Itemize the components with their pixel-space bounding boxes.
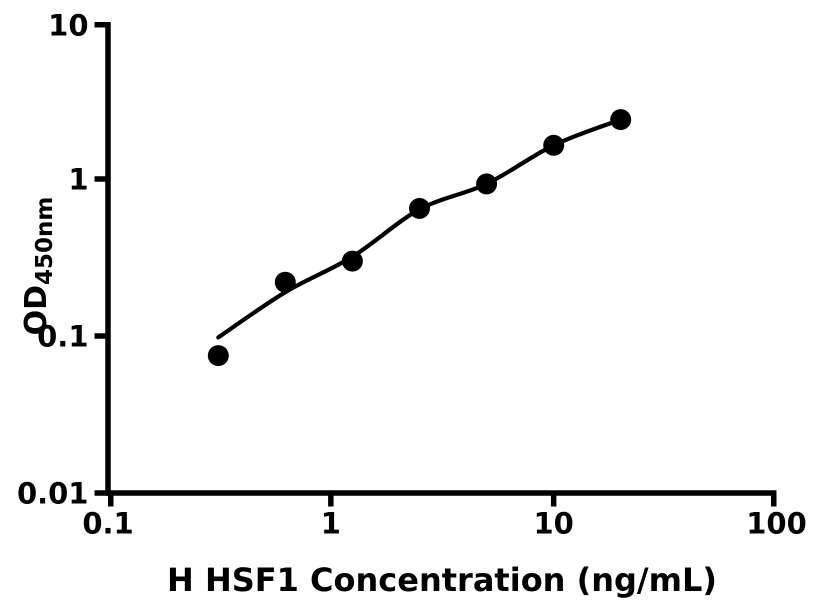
y-tick-label: 0.1: [37, 320, 88, 354]
data-point-marker: [409, 197, 430, 219]
y-axis-title-main: OD: [19, 285, 54, 335]
x-tick-label: 0.1: [82, 507, 133, 541]
data-points: [207, 109, 632, 367]
data-point-marker: [543, 134, 565, 156]
x-tick-label: 10: [533, 507, 573, 541]
x-tick-label: 100: [746, 507, 807, 541]
data-point-marker: [274, 271, 296, 293]
x-tick-label: 1: [321, 507, 341, 541]
x-axis-title: H HSF1 Concentration (ng/mL): [167, 561, 717, 599]
y-tick-label: 10: [48, 8, 88, 42]
y-tick-label: 1: [68, 163, 88, 197]
axis-spine: [105, 22, 777, 496]
y-axis-title-subscript: 450nm: [32, 197, 58, 285]
y-axis-title: OD450nm: [19, 197, 58, 336]
data-point-marker: [476, 173, 498, 195]
data-point-marker: [341, 250, 363, 272]
data-point-marker: [207, 345, 229, 367]
data-point-marker: [610, 109, 632, 131]
y-tick-label: 0.01: [17, 477, 89, 511]
